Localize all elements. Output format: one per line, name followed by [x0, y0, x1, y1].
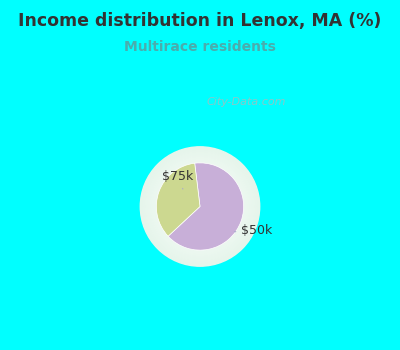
Circle shape [151, 158, 249, 255]
Circle shape [177, 184, 223, 229]
Wedge shape [168, 163, 244, 250]
Circle shape [145, 152, 255, 261]
Circle shape [168, 175, 232, 238]
Circle shape [144, 151, 256, 262]
Circle shape [185, 191, 215, 222]
Circle shape [199, 205, 201, 208]
Circle shape [156, 163, 244, 250]
Circle shape [142, 149, 258, 264]
Wedge shape [156, 163, 200, 236]
Circle shape [194, 201, 206, 212]
Circle shape [190, 197, 210, 216]
Circle shape [152, 159, 248, 254]
Circle shape [187, 194, 213, 219]
Text: $75k: $75k [162, 170, 193, 189]
Circle shape [160, 167, 240, 246]
Circle shape [147, 154, 253, 259]
Circle shape [162, 169, 238, 244]
Circle shape [197, 203, 203, 210]
Circle shape [148, 155, 252, 258]
Circle shape [174, 181, 226, 232]
Circle shape [141, 148, 259, 265]
Circle shape [198, 204, 202, 209]
Text: Income distribution in Lenox, MA (%): Income distribution in Lenox, MA (%) [18, 12, 382, 30]
Circle shape [166, 173, 234, 240]
Circle shape [170, 177, 230, 236]
Circle shape [189, 196, 211, 217]
Circle shape [171, 178, 229, 235]
Circle shape [176, 183, 224, 230]
Circle shape [163, 170, 237, 243]
Text: Multirace residents: Multirace residents [124, 40, 276, 54]
Circle shape [186, 193, 214, 220]
Circle shape [196, 203, 204, 210]
Circle shape [153, 160, 247, 253]
Circle shape [181, 188, 219, 225]
Circle shape [178, 184, 222, 229]
Circle shape [193, 199, 207, 213]
Circle shape [182, 189, 218, 224]
Circle shape [188, 195, 212, 218]
Circle shape [161, 168, 239, 245]
Circle shape [191, 197, 209, 216]
Circle shape [175, 182, 225, 231]
Circle shape [159, 166, 241, 247]
Circle shape [164, 171, 236, 242]
Circle shape [195, 202, 205, 211]
Circle shape [158, 165, 242, 248]
Circle shape [157, 164, 243, 249]
Text: City-Data.com: City-Data.com [206, 97, 286, 107]
Circle shape [167, 174, 233, 239]
Circle shape [150, 157, 250, 256]
Circle shape [192, 198, 208, 215]
Circle shape [169, 176, 231, 237]
Text: $50k: $50k [234, 224, 272, 237]
Circle shape [140, 147, 260, 266]
Circle shape [149, 156, 251, 257]
Circle shape [165, 172, 235, 241]
Circle shape [183, 190, 217, 223]
Circle shape [154, 161, 246, 252]
Circle shape [155, 162, 245, 251]
Circle shape [146, 153, 254, 260]
Circle shape [180, 187, 220, 226]
Circle shape [184, 191, 216, 222]
Circle shape [143, 150, 257, 263]
Circle shape [173, 180, 227, 233]
Circle shape [179, 186, 221, 228]
Circle shape [172, 178, 228, 234]
